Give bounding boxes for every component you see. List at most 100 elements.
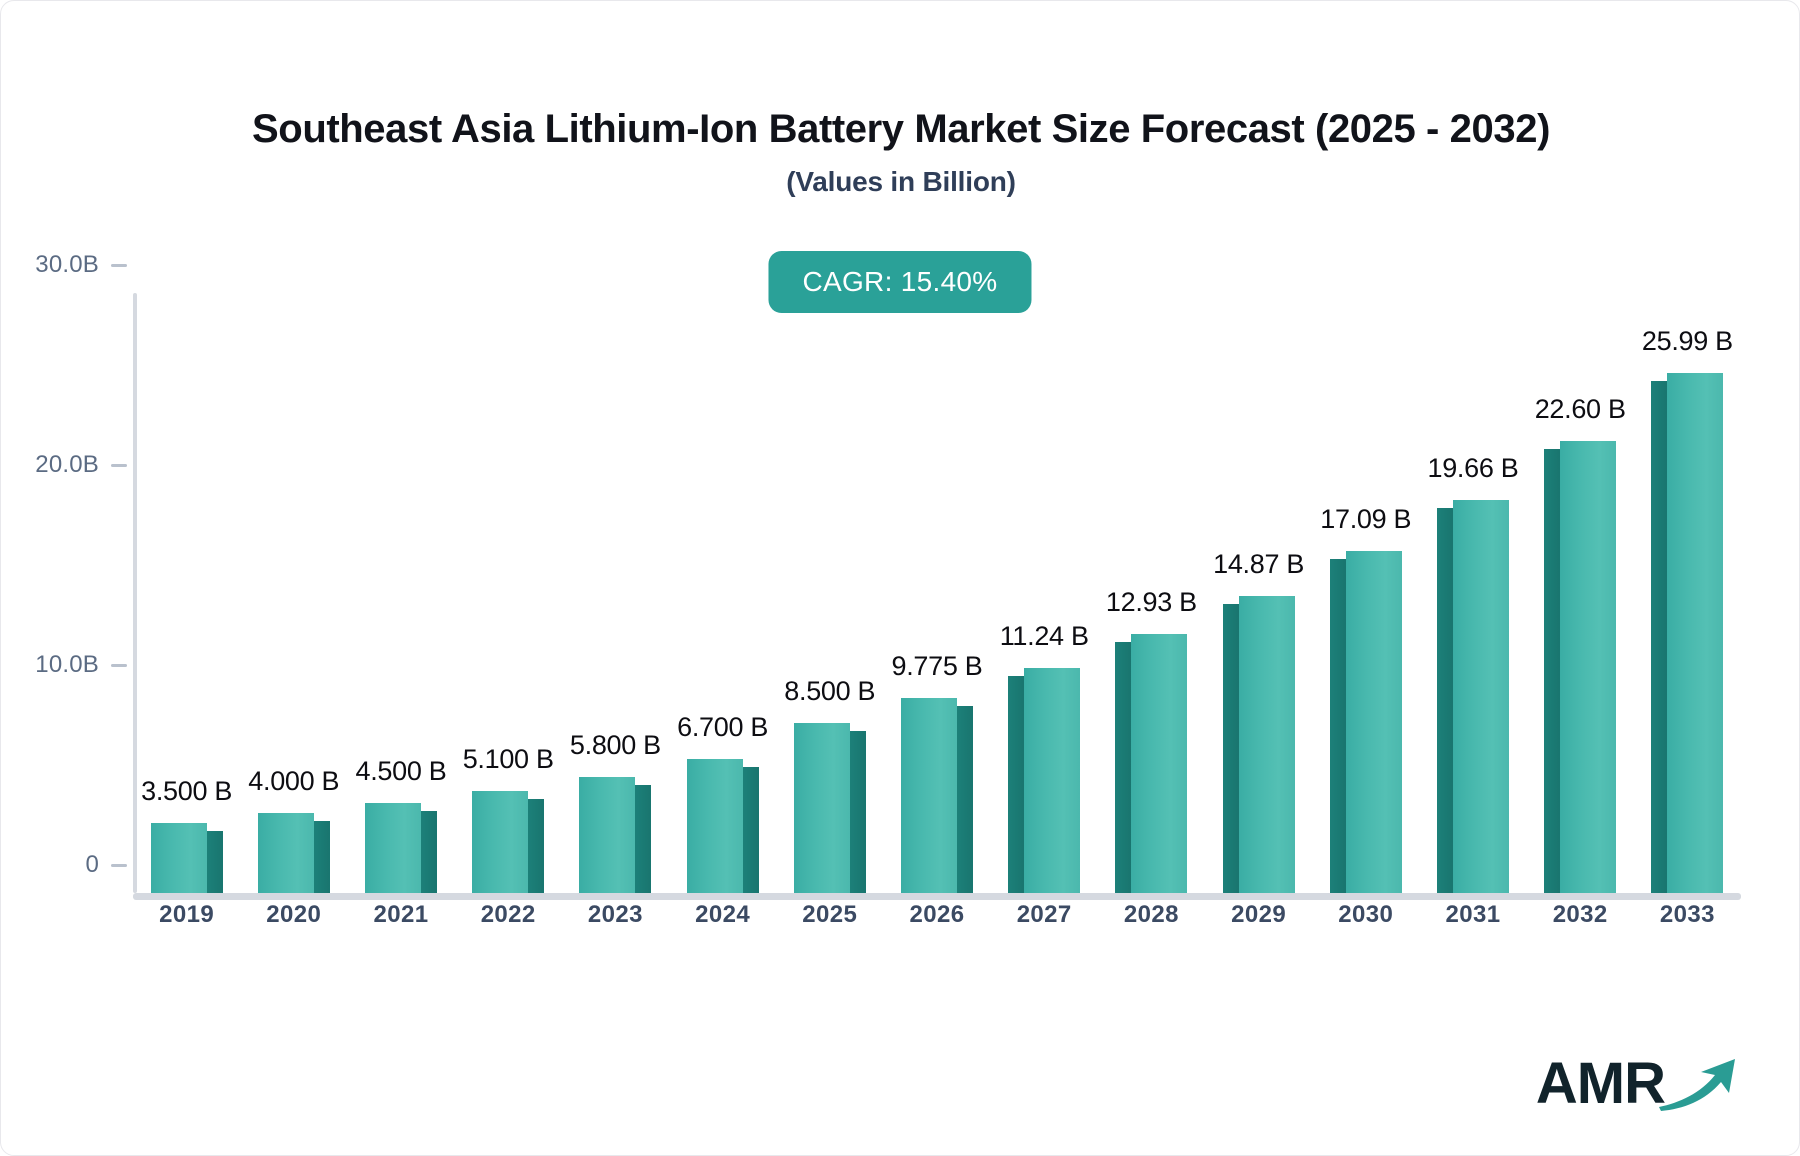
y-axis-line (133, 293, 137, 893)
bar[interactable]: 17.09 B (1320, 504, 1412, 893)
bar-front-face (1667, 373, 1724, 893)
bar-slot: 4.500 B (347, 293, 454, 893)
bar-value-label: 22.60 B (1534, 394, 1626, 424)
bar[interactable]: 4.000 B (248, 766, 340, 893)
bar-side-face (1544, 449, 1561, 893)
bar-value-label: 3.500 B (141, 776, 233, 806)
bar-slot: 22.60 B (1527, 293, 1634, 893)
bar-value-label: 8.500 B (784, 676, 876, 706)
x-axis-tick-label: 2025 (802, 901, 858, 928)
bar[interactable]: 8.500 B (784, 676, 876, 893)
bar-body (364, 803, 437, 893)
bar-side-face (1329, 559, 1346, 893)
x-axis-tick-label: 2032 (1552, 901, 1608, 928)
bar-side-face (1436, 507, 1453, 893)
bar[interactable]: 12.93 B (1106, 587, 1197, 893)
bar[interactable]: 19.66 B (1427, 453, 1519, 893)
bar-slot: 5.100 B (455, 293, 562, 893)
bar-body (686, 759, 759, 893)
bar[interactable]: 25.99 B (1642, 326, 1733, 893)
bar-body (1008, 668, 1081, 893)
bar-side-face (1651, 381, 1668, 893)
y-axis-tick-label: 20.0B (35, 451, 99, 478)
bar-body (150, 823, 223, 893)
bar-front-face (1238, 595, 1295, 893)
x-axis-tick-label: 2021 (373, 901, 429, 928)
bar-body (1544, 441, 1617, 893)
bar-body (1115, 634, 1188, 893)
bar-body (793, 723, 866, 893)
bar-slot: 14.87 B (1205, 293, 1312, 893)
bar[interactable]: 4.500 B (355, 756, 447, 893)
x-axis-tick-label: 2023 (587, 901, 643, 928)
bar[interactable]: 14.87 B (1213, 549, 1304, 893)
bar-front-face (1131, 634, 1188, 893)
bar-value-label: 25.99 B (1641, 326, 1733, 357)
x-axis-tick-label: 2033 (1659, 901, 1715, 928)
bar-front-face (150, 823, 207, 893)
growth-arrow-icon (1657, 1055, 1743, 1113)
amr-logo: AMR (1536, 1055, 1743, 1113)
bar-front-face (257, 813, 314, 893)
bar-slot: 5.800 B (562, 293, 669, 893)
bar-side-face (206, 831, 223, 893)
bar-side-face (1115, 642, 1132, 893)
x-axis-tick-label: 2027 (1016, 901, 1072, 928)
bar-body (900, 697, 973, 893)
bar[interactable]: 5.800 B (570, 730, 661, 893)
bar-front-face (1024, 668, 1081, 893)
bar-value-label: 19.66 B (1427, 452, 1519, 483)
y-axis-tick: 30.0B (35, 251, 133, 279)
bar-slot: 17.09 B (1312, 293, 1419, 893)
x-axis-tick-label: 2031 (1445, 901, 1501, 928)
x-axis-tick-label: 2026 (909, 901, 965, 928)
x-axis-tick-label: 2029 (1231, 901, 1287, 928)
bar-value-label: 5.100 B (462, 744, 554, 774)
x-axis-line (133, 893, 1741, 900)
bar-front-face (686, 759, 743, 893)
y-axis-tick-mark (111, 663, 127, 667)
bar-slot: 4.000 B (240, 293, 347, 893)
bar-body (1329, 551, 1402, 893)
x-axis-tick-label: 2030 (1338, 901, 1394, 928)
bar[interactable]: 11.24 B (1000, 621, 1089, 893)
bar-body (579, 777, 652, 893)
bar-body (1222, 595, 1295, 893)
bar-value-label: 14.87 B (1213, 548, 1305, 579)
y-axis-tick-mark (111, 863, 127, 867)
title-block: Southeast Asia Lithium-Ion Battery Marke… (1, 107, 1800, 198)
bar[interactable]: 5.100 B (463, 744, 554, 893)
x-axis-tick-label: 2028 (1123, 901, 1179, 928)
amr-logo-text: AMR (1535, 1051, 1666, 1116)
bar-slot: 6.700 B (669, 293, 776, 893)
bar-body (472, 791, 545, 893)
x-axis-tick-label: 2024 (695, 901, 751, 928)
bar[interactable]: 6.700 B (677, 712, 768, 893)
y-axis-tick-label: 30.0B (35, 251, 99, 278)
bar[interactable]: 22.60 B (1535, 394, 1626, 893)
bar-slot: 8.500 B (776, 293, 883, 893)
plot-area: 0 10.0B 20.0B 30.0B 3.500 B 4.000 B 4.500 B 5.… (35, 251, 1741, 900)
bar[interactable]: 3.500 B (141, 776, 232, 893)
x-axis-labels: 2019 2020 2021 2022 2023 2024 2025 2026 2027 2028… (133, 901, 1741, 941)
page-title: Southeast Asia Lithium-Ion Battery Marke… (252, 107, 1550, 151)
x-axis-tick-label: 2019 (159, 901, 215, 928)
bar-front-face (1560, 441, 1617, 893)
bar-slot: 12.93 B (1098, 293, 1205, 893)
bar-front-face (1452, 499, 1509, 893)
y-axis-tick-label: 10.0B (35, 651, 99, 678)
bar-side-face (635, 785, 652, 893)
y-axis-tick: 10.0B (35, 651, 133, 679)
bar-side-face (420, 811, 437, 893)
bar-slot: 19.66 B (1419, 293, 1526, 893)
bar-body (257, 813, 330, 893)
bar[interactable]: 9.775 B (891, 651, 983, 893)
bar-side-face (1222, 603, 1239, 893)
bar-value-label: 17.09 B (1320, 504, 1412, 535)
bar-front-face (579, 777, 636, 893)
bar-front-face (472, 791, 529, 893)
bar-value-label: 6.700 B (677, 712, 769, 742)
bar-series: 3.500 B 4.000 B 4.500 B 5.100 B 5.800 B 6.700… (133, 293, 1741, 893)
cagr-badge: CAGR: 15.40% (768, 251, 1032, 313)
